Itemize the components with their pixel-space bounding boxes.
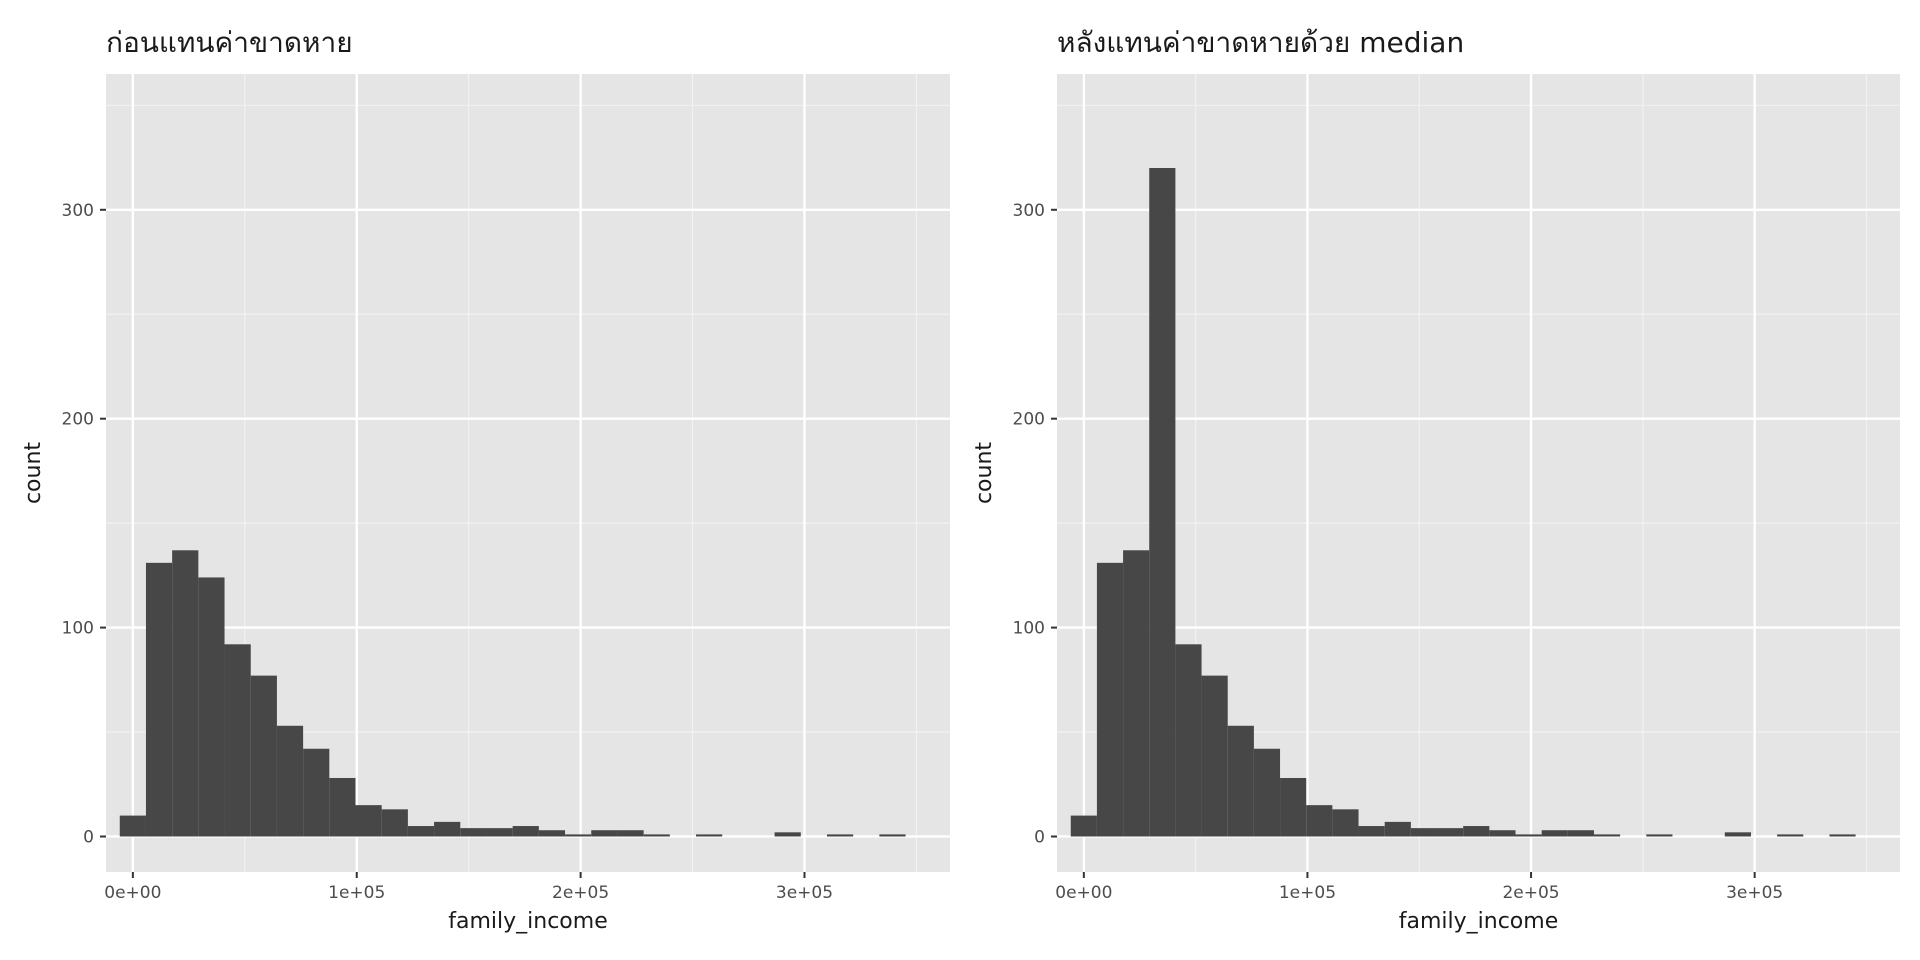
chart-title: หลังแทนค่าขาดหายด้วย median <box>1057 26 1464 59</box>
y-tick-label: 200 <box>62 410 94 430</box>
histogram-bar <box>1724 832 1751 837</box>
histogram-bar <box>486 828 513 837</box>
histogram-bar <box>1646 834 1673 837</box>
histogram-bar <box>172 550 199 837</box>
y-tick-label: 300 <box>1013 201 1045 221</box>
histogram-bar <box>1096 562 1124 837</box>
histogram-bar <box>591 830 618 837</box>
histogram-bar <box>276 725 304 837</box>
histogram-bar <box>1437 828 1464 837</box>
histogram-bar <box>1384 821 1411 837</box>
x-tick-label: 2e+05 <box>1502 883 1559 903</box>
y-tick-label: 100 <box>1013 619 1045 639</box>
x-axis-label: family_income <box>1399 909 1558 934</box>
histogram-bar <box>434 821 461 837</box>
histogram-bar <box>407 826 435 837</box>
histogram-bar <box>355 805 382 837</box>
histogram-bar <box>224 644 251 837</box>
histogram-bar <box>1332 809 1359 837</box>
x-tick-label: 1e+05 <box>1279 883 1336 903</box>
histogram-bar <box>198 577 225 837</box>
histogram-bar <box>1123 550 1150 837</box>
histogram-bar <box>643 834 670 837</box>
histogram-bar <box>1593 834 1621 837</box>
histogram-bar <box>1306 805 1333 837</box>
histogram-bar <box>1829 834 1856 837</box>
y-tick-label: 300 <box>62 201 94 221</box>
x-tick-label: 0e+00 <box>104 883 161 903</box>
histogram-bar <box>1489 830 1516 837</box>
y-axis-label: count <box>21 442 46 504</box>
histogram-bar <box>250 675 277 837</box>
histogram-bar <box>460 828 487 837</box>
x-tick-label: 3e+05 <box>1726 883 1783 903</box>
histogram-bar <box>826 834 854 837</box>
y-tick-label: 0 <box>83 827 94 847</box>
histogram-bar <box>381 809 408 837</box>
histogram-bar <box>512 826 539 837</box>
y-tick-label: 100 <box>62 619 94 639</box>
histogram-bar <box>1175 644 1202 837</box>
histogram-bar <box>145 562 173 837</box>
histogram-bar <box>1253 748 1281 837</box>
histogram-bar <box>329 777 356 837</box>
histogram-bar <box>538 830 566 837</box>
histogram-bar <box>1541 830 1568 837</box>
histogram-bar <box>1515 834 1542 837</box>
histogram-left: ก่อนแทนค่าขาดหาย 0e+00 1e+05 2e+05 3e+05 0 100… <box>21 26 950 934</box>
histogram-bar <box>119 815 146 837</box>
histogram-bar <box>1777 834 1804 837</box>
x-tick-label: 1e+05 <box>328 883 385 903</box>
x-axis-label: family_income <box>448 909 607 934</box>
histogram-bar <box>1149 168 1176 837</box>
histogram-bar <box>1567 830 1594 837</box>
histogram-bar <box>1201 675 1228 837</box>
histogram-bar <box>774 832 801 837</box>
histogram-bar <box>1227 725 1254 837</box>
histogram-bar <box>1358 826 1385 837</box>
histogram-bar <box>696 834 723 837</box>
histogram-bar <box>565 834 592 837</box>
x-tick-label: 2e+05 <box>552 883 609 903</box>
histogram-bar <box>617 830 644 837</box>
histogram-right: หลังแทนค่าขาดหายด้วย median 0e+00 1e+05 2e+… <box>972 26 1900 934</box>
y-tick-label: 0 <box>1034 827 1045 847</box>
chart-title: ก่อนแทนค่าขาดหาย <box>106 26 353 59</box>
histogram-bar <box>1463 826 1490 837</box>
histogram-bar <box>1070 815 1097 837</box>
histogram-bar <box>1280 777 1307 837</box>
histogram-bar <box>1410 828 1438 837</box>
histogram-bar <box>879 834 906 837</box>
x-tick-label: 0e+00 <box>1055 883 1112 903</box>
histogram-bar <box>303 748 330 837</box>
x-tick-label: 3e+05 <box>776 883 833 903</box>
y-axis-label: count <box>972 442 997 504</box>
y-tick-label: 200 <box>1013 410 1045 430</box>
